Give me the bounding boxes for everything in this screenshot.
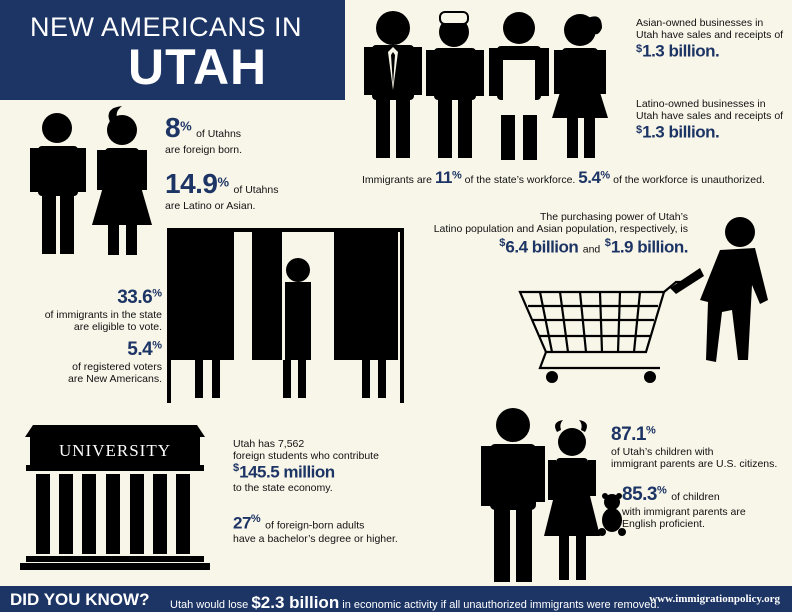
foreign-born-stat: 8% of Utahns are foreign born. bbox=[165, 112, 243, 156]
voting-booth-icon bbox=[167, 228, 404, 403]
children-english-text-2: with immigrant parents are bbox=[622, 506, 746, 518]
asian-dollar: $ bbox=[636, 43, 643, 55]
children-english-stat: 85.3% of children with immigrant parents… bbox=[622, 484, 790, 530]
purchasing-latino-value: 6.4 billion bbox=[505, 237, 579, 257]
workforce-value-2: 5.4 bbox=[578, 168, 601, 187]
did-you-know-label: DID YOU KNOW? bbox=[10, 590, 150, 609]
parent-child-icon bbox=[481, 408, 626, 582]
latino-business-value: 1.3 billion bbox=[642, 122, 716, 142]
bachelor-degree-text-2: have a bachelor’s degree or higher. bbox=[233, 533, 398, 546]
eligible-vote-text-2: are eligible to vote. bbox=[73, 321, 162, 333]
purchasing-text-1: The purchasing power of Utah’s bbox=[539, 211, 688, 223]
latino-business-text: Latino-owned businesses in Utah have sal… bbox=[636, 98, 784, 122]
bachelor-degree-stat: 27% of foreign-born adults have a bachel… bbox=[233, 513, 433, 545]
purchasing-power-stat: The purchasing power of Utah’s Latino po… bbox=[420, 211, 689, 257]
eligible-vote-text-1: of immigrants in the state bbox=[44, 309, 162, 321]
university-building-icon bbox=[20, 425, 210, 570]
foreign-born-text-1: of Utahns bbox=[196, 128, 242, 140]
registered-voters-text-1: of registered voters bbox=[72, 361, 162, 373]
children-english-text-3: English proficient. bbox=[622, 518, 705, 530]
children-citizens-text-2: immigrant parents are U.S. citizens. bbox=[611, 458, 778, 470]
eligible-vote-value: 33.6 bbox=[117, 287, 153, 308]
workforce-value-1: 11 bbox=[434, 168, 452, 187]
asian-business-value: 1.3 billion bbox=[642, 41, 716, 61]
latino-business-stat: Latino-owned businesses in Utah have sal… bbox=[636, 98, 786, 141]
footer-fact: Utah would lose $2.3 billion in economic… bbox=[170, 593, 660, 612]
registered-voters-value: 5.4 bbox=[127, 339, 153, 360]
couple-icon bbox=[30, 106, 152, 255]
bachelor-degree-value: 27 bbox=[233, 513, 251, 533]
latino-asian-text-1: of Utahns bbox=[233, 184, 279, 196]
title-line-2: UTAH bbox=[128, 39, 268, 95]
workforce-pre: Immigrants are bbox=[362, 174, 433, 186]
website-link[interactable]: www.immigrationpolicy.org bbox=[649, 593, 780, 605]
foreign-students-text-1: Utah has 7,562 bbox=[233, 438, 305, 450]
asian-business-text: Asian-owned businesses in Utah have sale… bbox=[636, 17, 784, 41]
asian-business-value-wrap: $1.3 billion. bbox=[636, 41, 720, 61]
children-english-value: 85.3 bbox=[622, 484, 657, 505]
foreign-students-text-3: to the state economy. bbox=[233, 482, 333, 495]
children-english-text-1: of children bbox=[671, 491, 720, 503]
children-citizens-stat: 87.1% of Utah’s children with immigrant … bbox=[611, 424, 791, 470]
footer-fact-post: in economic activity if all unauthorized… bbox=[342, 599, 660, 611]
foreign-students-text-2: foreign students who contribute bbox=[233, 450, 379, 462]
latino-business-value-wrap: $1.3 billion. bbox=[636, 122, 720, 142]
registered-voters-text-2: are New Americans. bbox=[68, 373, 162, 385]
workforce-post: of the workforce is unauthorized. bbox=[613, 174, 765, 186]
title-line-1: NEW AMERICANS IN bbox=[30, 12, 303, 42]
latino-asian-text-2: are Latino or Asian. bbox=[165, 200, 256, 212]
purchasing-asian-value: 1.9 billion bbox=[610, 237, 684, 257]
asian-business-stat: Asian-owned businesses in Utah have sale… bbox=[636, 17, 786, 60]
workforce-mid: of the state’s workforce. bbox=[464, 174, 576, 186]
footer-fact-amount: $2.3 billion bbox=[251, 593, 340, 612]
children-citizens-value: 87.1 bbox=[611, 424, 646, 445]
latino-dollar: $ bbox=[636, 124, 643, 136]
purchasing-text-2: Latino population and Asian population, … bbox=[433, 223, 688, 235]
foreign-born-text-2: are foreign born. bbox=[165, 144, 243, 156]
foreign-students-stat: Utah has 7,562 foreign students who cont… bbox=[233, 438, 433, 494]
registered-voters-stat: 5.4% of registered voters are New Americ… bbox=[14, 339, 162, 385]
worker-silhouettes-icon bbox=[364, 11, 608, 160]
footer-bar: DID YOU KNOW? Utah would lose $2.3 billi… bbox=[0, 586, 792, 612]
eligible-vote-stat: 33.6% of immigrants in the state are eli… bbox=[14, 287, 162, 333]
foreign-born-value: 8 bbox=[165, 112, 181, 143]
footer-fact-pre: Utah would lose bbox=[170, 599, 249, 611]
workforce-stat: Immigrants are 11% of the state’s workfo… bbox=[362, 168, 765, 187]
children-citizens-text-1: of Utah’s children with bbox=[611, 446, 714, 458]
university-sign: UNIVERSITY bbox=[59, 441, 171, 460]
foreign-students-value: 145.5 million bbox=[239, 462, 335, 482]
latino-asian-value: 14.9 bbox=[165, 168, 218, 199]
header-banner: NEW AMERICANS IN UTAH bbox=[0, 0, 345, 100]
shopping-cart-icon bbox=[518, 217, 768, 383]
bachelor-degree-text-1: of foreign-born adults bbox=[265, 519, 365, 532]
latino-asian-stat: 14.9% of Utahns are Latino or Asian. bbox=[165, 168, 279, 212]
